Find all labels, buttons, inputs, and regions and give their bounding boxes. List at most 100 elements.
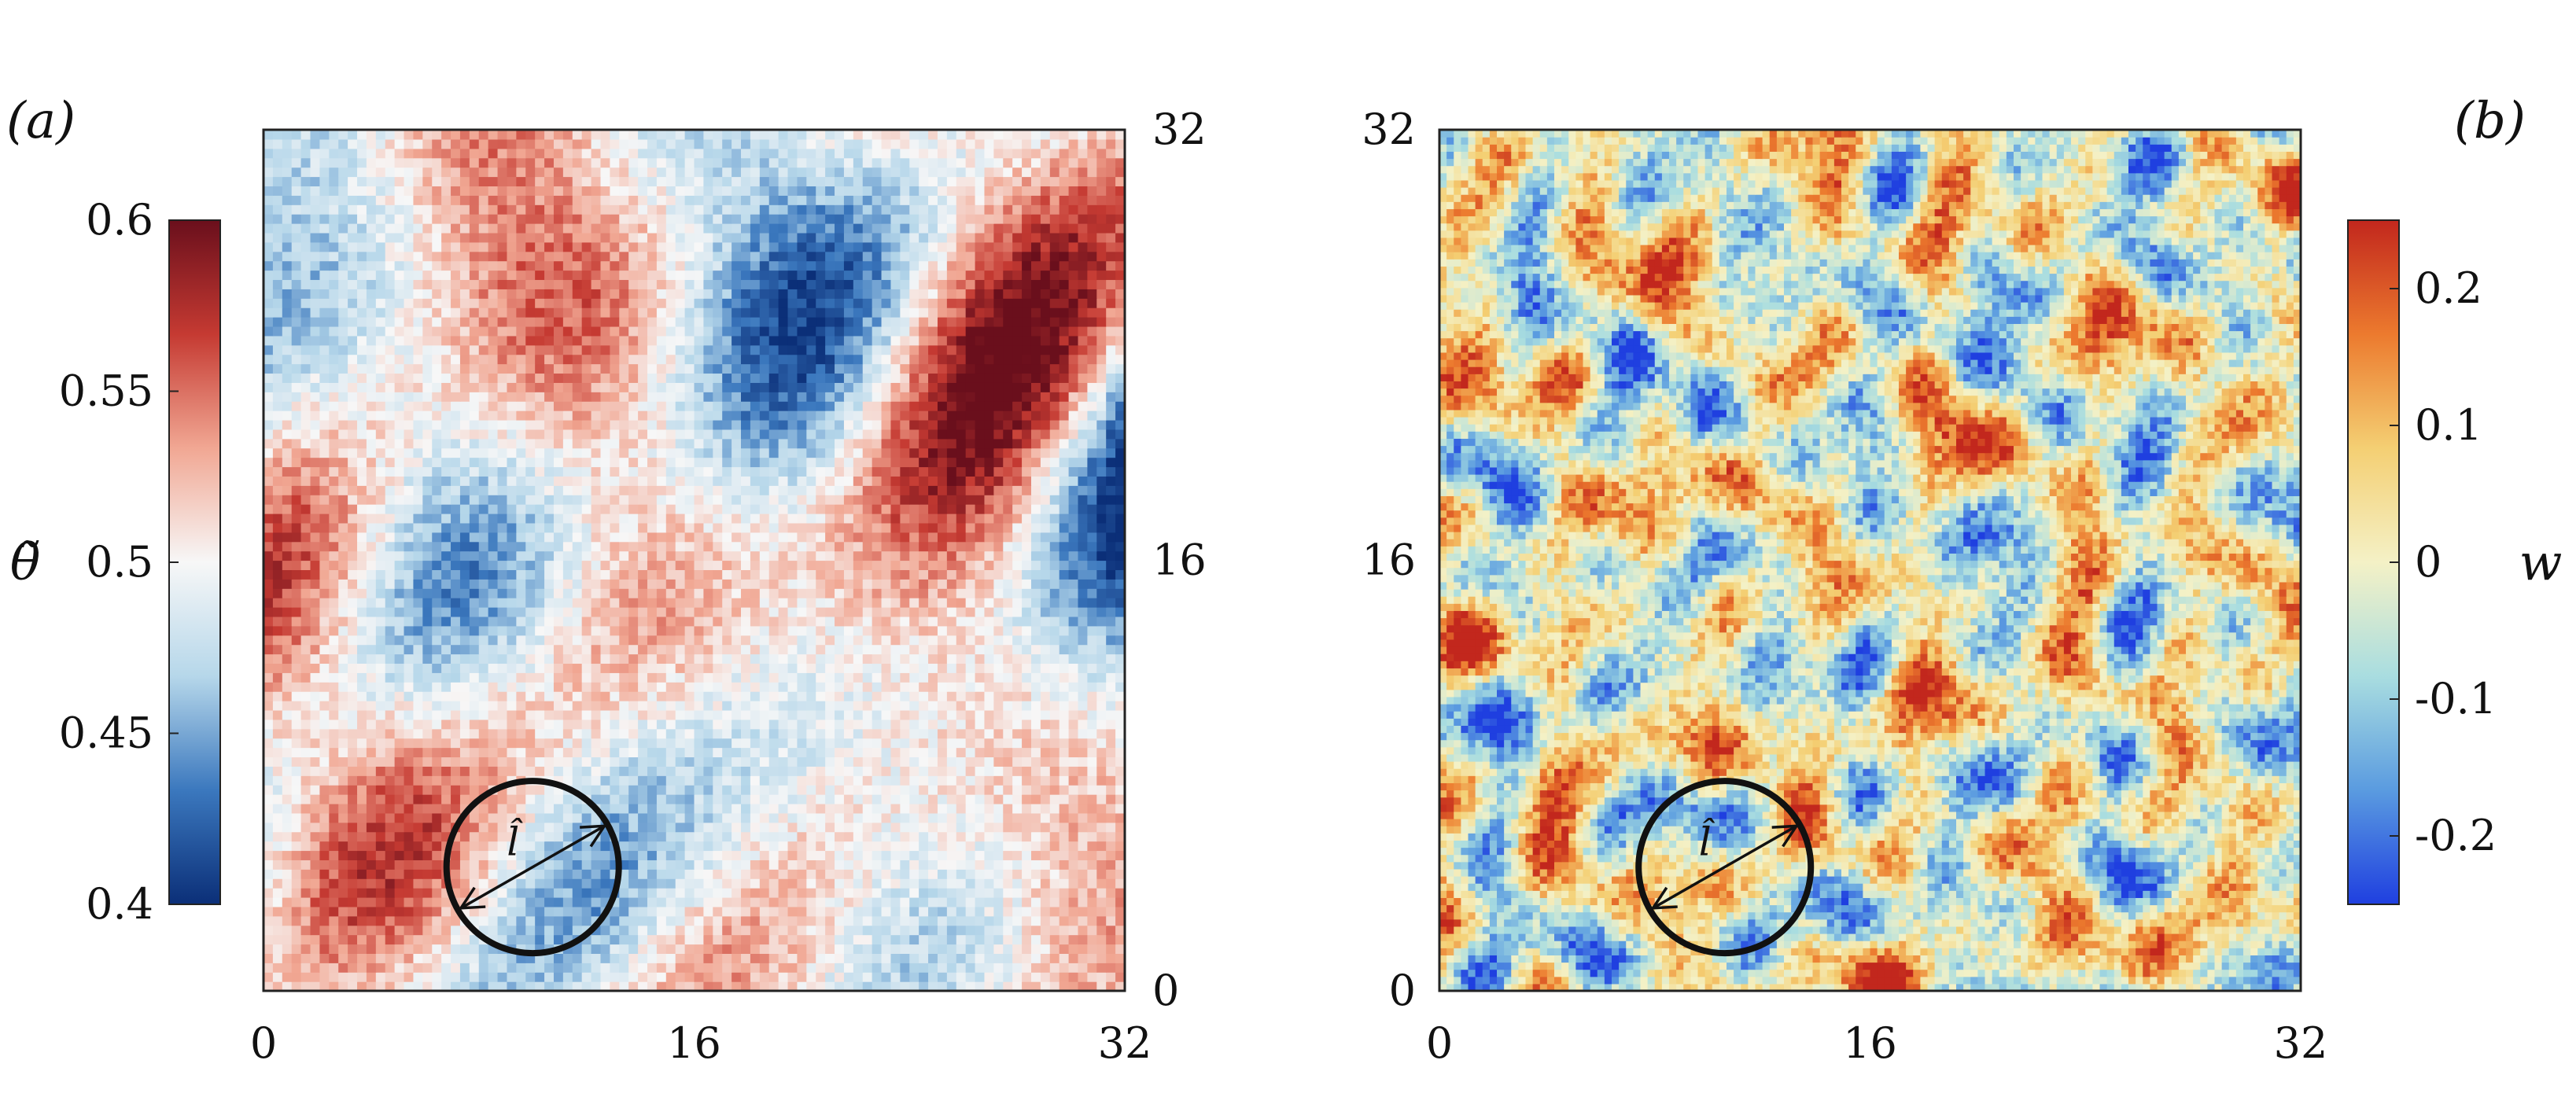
heatmap-cell (329, 747, 339, 758)
heatmap-cell (787, 701, 798, 711)
heatmap-cell (497, 850, 508, 860)
heatmap-cell (422, 691, 433, 701)
heatmap-cell (675, 794, 686, 804)
heatmap-cell (965, 981, 976, 991)
heatmap-cell (1096, 569, 1107, 580)
heatmap-cell (1022, 756, 1032, 767)
heatmap-cell (497, 532, 508, 543)
heatmap-cell (581, 701, 592, 711)
heatmap-cell (610, 579, 620, 589)
heatmap-cell (759, 972, 770, 982)
heatmap-cell (375, 513, 386, 524)
heatmap-cell (890, 756, 901, 767)
heatmap-cell (497, 476, 508, 486)
heatmap-cell (993, 495, 1004, 505)
heatmap-cell (862, 822, 873, 833)
heatmap-cell (1040, 504, 1051, 514)
heatmap-cell (946, 944, 957, 954)
heatmap-cell (610, 682, 620, 692)
heatmap-cell (422, 588, 433, 598)
heatmap-cell (366, 709, 377, 720)
heatmap-cell (451, 504, 461, 514)
heatmap-cell (732, 728, 742, 739)
heatmap-cell (732, 504, 742, 514)
heatmap-cell (432, 869, 442, 879)
heatmap-cell (1012, 719, 1023, 730)
heatmap-cell (628, 925, 639, 936)
heatmap-cell (975, 981, 986, 991)
heatmap-cell (413, 812, 423, 823)
heatmap-cell (488, 560, 499, 570)
heatmap-cell (319, 794, 330, 804)
heatmap-cell (984, 934, 994, 945)
heatmap-cell (1022, 972, 1032, 982)
heatmap-cell (478, 644, 489, 655)
heatmap-cell (684, 944, 695, 954)
heatmap-cell (1068, 728, 1079, 739)
heatmap-cell (835, 878, 845, 889)
heatmap-cell (544, 663, 555, 673)
heatmap-cell (1115, 738, 1125, 749)
heatmap-cell (357, 944, 367, 954)
heatmap-cell (638, 738, 648, 749)
heatmap-cell (441, 953, 451, 963)
heatmap-cell (422, 822, 433, 833)
heatmap-cell (366, 635, 377, 646)
heatmap-cell (862, 513, 873, 524)
heatmap-cell (544, 569, 555, 580)
heatmap-cell (1106, 663, 1116, 673)
heatmap-cell (713, 869, 723, 879)
heatmap-cell (1059, 925, 1070, 936)
heatmap-cell (478, 476, 489, 486)
heatmap-cell (993, 719, 1004, 730)
heatmap-cell (1049, 569, 1060, 580)
heatmap-cell (310, 738, 321, 749)
heatmap-cell (600, 925, 610, 936)
heatmap-cell (319, 888, 330, 898)
heatmap-cell (1022, 944, 1032, 954)
heatmap-cell (862, 653, 873, 664)
heatmap-cell (1087, 550, 1097, 561)
heatmap-cell (638, 906, 648, 917)
heatmap-cell (956, 560, 967, 570)
heatmap-cell (263, 896, 274, 907)
heatmap-cell (375, 485, 386, 495)
heatmap-cell (741, 709, 751, 720)
heatmap-cell (684, 532, 695, 543)
heatmap-cell (459, 738, 470, 749)
heatmap-cell (507, 925, 517, 936)
heatmap-cell (459, 972, 470, 982)
heatmap-cell (787, 616, 798, 627)
heatmap-cell (787, 747, 798, 758)
heatmap-cell (338, 625, 348, 636)
heatmap-cell (1106, 625, 1116, 636)
heatmap-cell (366, 812, 377, 823)
heatmap-cell (638, 963, 648, 973)
heatmap-cell (928, 691, 938, 701)
heatmap-cell (357, 831, 367, 842)
heatmap-cell (329, 588, 339, 598)
heatmap-cell (348, 550, 358, 561)
heatmap-cell (1096, 644, 1107, 655)
heatmap-cell (759, 588, 770, 598)
heatmap-cell (451, 878, 461, 889)
heatmap-cell (1068, 963, 1079, 973)
heatmap-cell (1022, 915, 1032, 926)
heatmap-cell (900, 607, 910, 617)
heatmap-cell (890, 850, 901, 860)
heatmap-cell (909, 513, 919, 524)
heatmap-cell (357, 701, 367, 711)
heatmap-cell (647, 775, 658, 786)
heatmap-cell (553, 747, 564, 758)
heatmap-cell (665, 878, 676, 889)
heatmap-cell (610, 906, 620, 917)
heatmap-cell (843, 944, 854, 954)
heatmap-cell (1049, 915, 1060, 926)
heatmap-cell (300, 934, 311, 945)
heatmap-cell (591, 532, 602, 543)
heatmap-cell (965, 541, 976, 552)
heatmap-cell (535, 588, 545, 598)
heatmap-cell (1022, 906, 1032, 917)
heatmap-cell (404, 672, 415, 683)
heatmap-cell (965, 896, 976, 907)
